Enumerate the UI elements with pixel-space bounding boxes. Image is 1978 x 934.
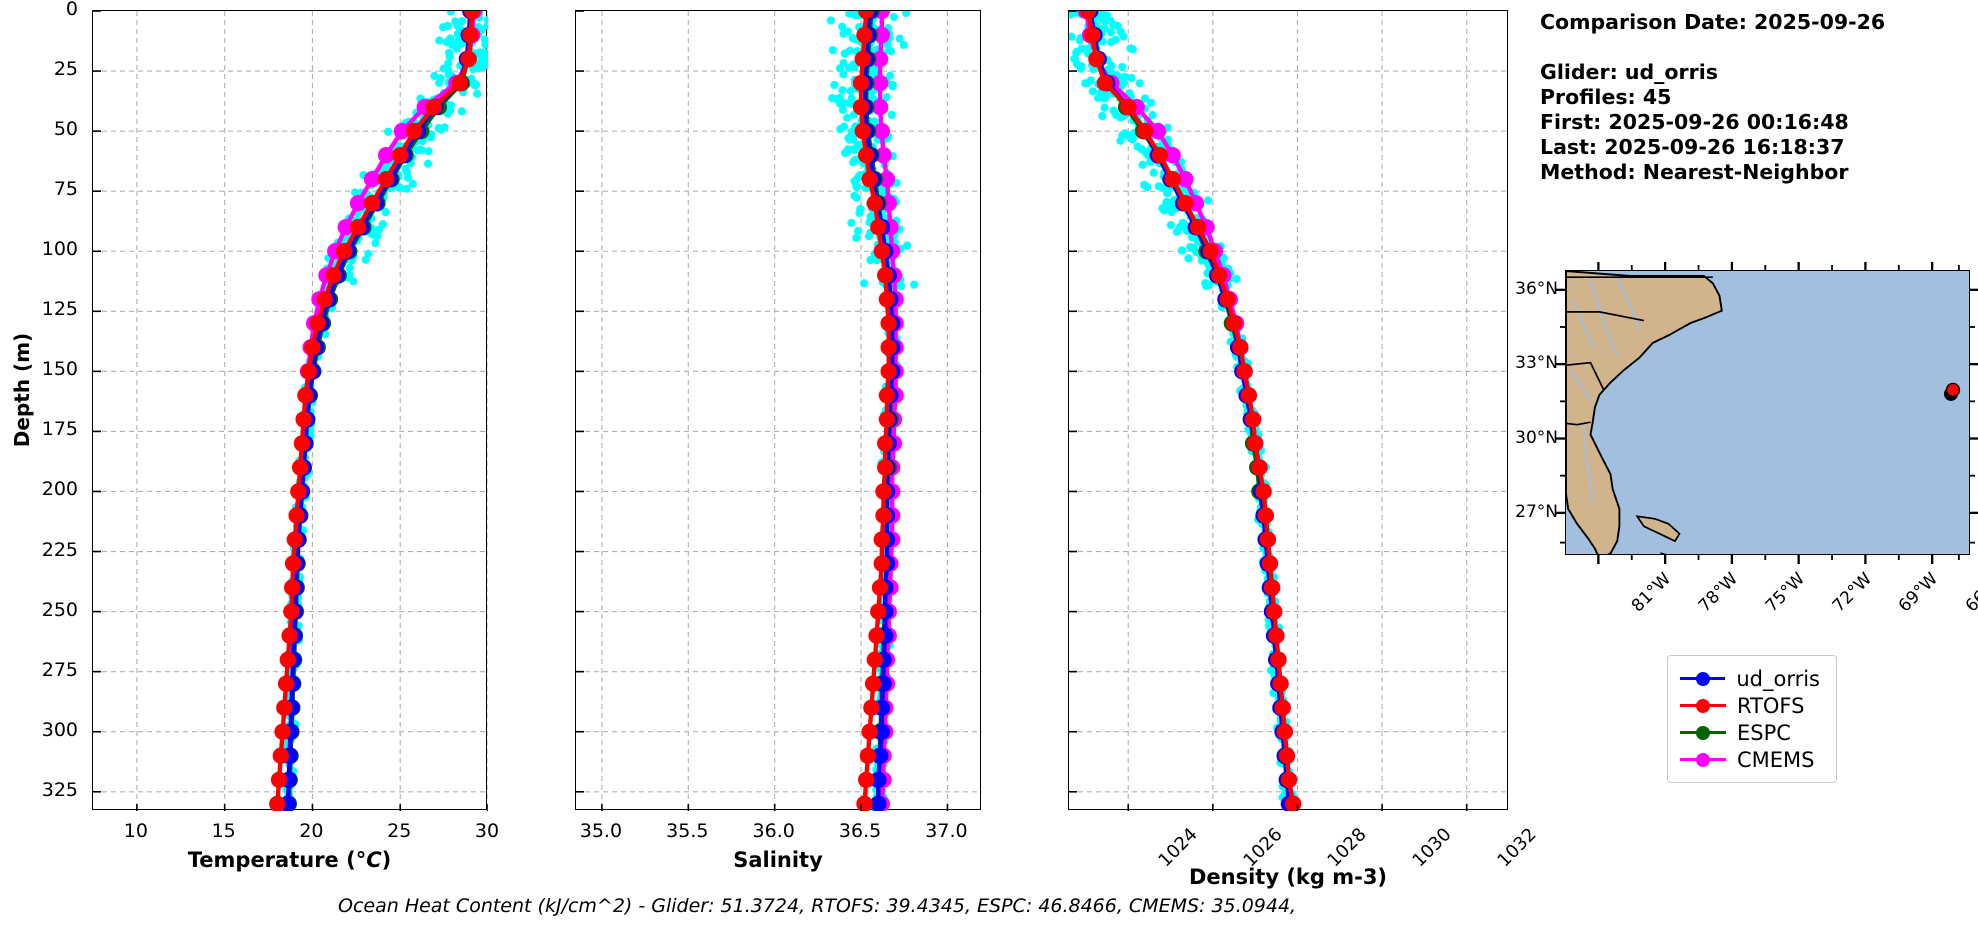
legend-line-swatch	[1680, 671, 1726, 686]
depth-tick-label: 150	[41, 358, 78, 381]
density-plot-area[interactable]	[1068, 10, 1509, 811]
glider-name-text: Glider: ud_orris	[1540, 60, 1718, 84]
depth-tick-label: 100	[41, 238, 78, 261]
legend-label: ud_orris	[1736, 666, 1820, 691]
x-tick-label: 15	[211, 820, 236, 842]
depth-tick-label: 125	[41, 298, 78, 321]
depth-tick-label: 225	[41, 538, 78, 561]
depth-tick-label: 0	[65, 0, 78, 20]
depth-tick-label: 75	[53, 178, 78, 201]
last-timestamp-text: Last: 2025-09-26 16:18:37	[1540, 135, 1845, 159]
x-tick-label: 36.0	[752, 820, 795, 842]
x-tick-label: 36.5	[838, 820, 882, 842]
map-lat-tick-label: 30°N	[1515, 427, 1558, 448]
legend-label: CMEMS	[1737, 747, 1815, 772]
map-lon-tick-label: 81°W	[1628, 569, 1676, 617]
depth-tick-label: 175	[41, 418, 78, 441]
depth-tick-label: 275	[41, 658, 78, 681]
density-axis-label: Density (kg m-3)	[1188, 865, 1388, 889]
comparison-date-text: Comparison Date: 2025-09-26	[1540, 10, 1886, 34]
temperature-axis-label: Temperature (°C)	[187, 848, 392, 872]
legend-item[interactable]: ESPC	[1680, 719, 1820, 746]
map-lon-tick-label: 66°W	[1961, 569, 1978, 617]
profiles-count-text: Profiles: 45	[1540, 85, 1672, 109]
salinity-plot-area[interactable]	[575, 10, 982, 811]
x-tick-label: 25	[387, 820, 412, 842]
depth-tick-label: 250	[41, 598, 78, 621]
x-tick-label: 30	[474, 820, 500, 842]
depth-tick-label: 300	[41, 718, 78, 741]
map-lat-tick-label: 33°N	[1515, 353, 1558, 374]
first-timestamp-text: First: 2025-09-26 00:16:48	[1540, 110, 1849, 134]
map-lon-tick-label: 72°W	[1828, 569, 1876, 617]
legend-item[interactable]: CMEMS	[1680, 746, 1820, 773]
legend[interactable]: ud_orris RTOFS ESPC CMEMS	[1667, 655, 1837, 783]
map-lat-tick-label: 27°N	[1515, 501, 1558, 522]
map-lat-tick-label: 36°N	[1515, 278, 1558, 299]
x-tick-label: 10	[123, 820, 148, 842]
legend-line-swatch	[1680, 725, 1726, 740]
map-lon-tick-label: 75°W	[1761, 569, 1809, 617]
x-tick-label: 35.0	[579, 820, 623, 842]
depth-tick-label: 325	[41, 778, 78, 801]
map-lon-tick-label: 69°W	[1895, 569, 1943, 617]
x-tick-label: 35.5	[666, 820, 709, 842]
map-tick-marks	[1556, 262, 1978, 564]
legend-item[interactable]: RTOFS	[1680, 692, 1820, 719]
x-tick-label: 20	[299, 820, 324, 842]
legend-line-swatch	[1680, 698, 1726, 713]
temperature-plot-area[interactable]	[92, 10, 488, 811]
map-lon-tick-label: 78°W	[1694, 569, 1743, 617]
map-plot-area[interactable]	[1565, 270, 1970, 555]
legend-line-swatch	[1680, 752, 1726, 767]
depth-tick-label: 50	[53, 118, 78, 141]
method-text: Method: Nearest-Neighbor	[1540, 160, 1849, 184]
legend-item[interactable]: ud_orris	[1680, 665, 1820, 692]
x-tick-label: 1032	[1493, 824, 1541, 872]
x-tick-label: 37.0	[925, 820, 968, 842]
legend-label: ESPC	[1737, 720, 1791, 745]
legend-label: RTOFS	[1737, 693, 1805, 718]
depth-tick-label: 25	[53, 58, 78, 81]
depth-tick-label: 200	[41, 478, 78, 501]
ocean-heat-content-caption: Ocean Heat Content (kJ/cm^2) - Glider: 5…	[338, 895, 1297, 917]
salinity-axis-label: Salinity	[733, 848, 823, 872]
